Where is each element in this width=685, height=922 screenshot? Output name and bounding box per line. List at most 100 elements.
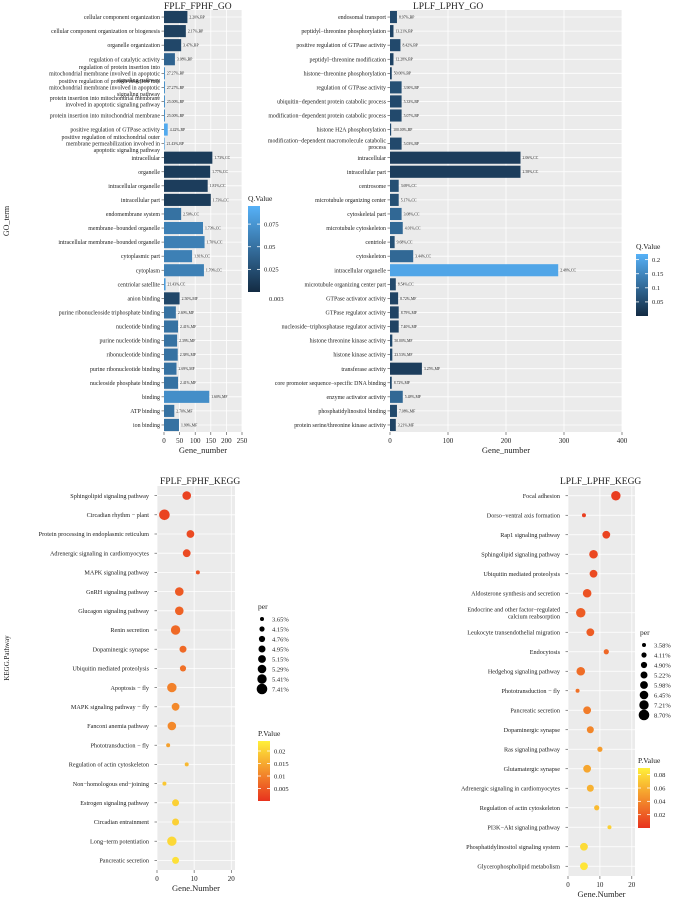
bar-data-label: 2.17%,BP — [188, 30, 203, 35]
chart-title: LPLF_LPHY_GO — [413, 2, 483, 12]
legend-title: P.Value — [638, 756, 661, 765]
category-label: positive regulation of protein insertion… — [49, 78, 160, 98]
category-label-line: MAPK signaling pathway — [84, 570, 150, 577]
size-legend-dot — [639, 700, 649, 710]
data-point — [170, 625, 181, 635]
category-label: intracellular membrane−bounded organelle — [58, 240, 160, 246]
category-label-line: GnRH signaling pathway — [86, 589, 150, 596]
category-label: Dopaminergic synapse — [93, 646, 150, 653]
bar — [390, 123, 392, 136]
category-label: Ubiquitin mediated proteolysis — [72, 666, 149, 673]
category-label-line: membrane−bounded organelle — [88, 226, 160, 232]
bar — [390, 348, 393, 361]
bar — [164, 390, 210, 403]
category-label: Dorso−ventral axis formation — [487, 512, 560, 519]
data-point — [195, 570, 200, 575]
category-label-line: cytoplasm — [136, 268, 161, 274]
category-label: MAPK signaling pathway − fly — [71, 704, 150, 711]
data-point — [583, 706, 592, 715]
category-label: Adrenergic signaling in cardiomyocytes — [50, 550, 150, 557]
bar-data-label: 8.72%,MF — [400, 297, 416, 302]
category-label: Regulation of actin cytoskeleton — [69, 762, 149, 769]
category-label-line: intracellular part — [121, 198, 160, 204]
category-label: histone H2A phosphorylation — [317, 128, 386, 134]
size-legend-label: 5.41% — [272, 676, 289, 683]
category-label: cytoskeleton — [356, 254, 386, 260]
x-tick-label: 10 — [596, 881, 604, 889]
bar-data-label: 1.60%,MF — [211, 395, 227, 400]
size-legend-dot — [258, 645, 266, 653]
data-point — [159, 509, 170, 521]
category-label-line: positive regulation of mitochondrial out… — [62, 134, 161, 141]
category-label-line: process — [368, 145, 386, 151]
x-tick-label: 50 — [176, 437, 184, 445]
category-label-line: Estrogen signaling pathway — [80, 800, 150, 807]
size-legend-label: 5.22% — [654, 672, 671, 679]
bar-data-label: 2.70%,MF — [176, 409, 192, 414]
category-label: regulation of catalytic activity — [89, 56, 160, 63]
chart-fpfh_go: 2.20%,BP 2.17%,BP 3.47%,BP 3.08%,BP 27.27%,B… — [2, 2, 279, 455]
bar-data-label: 25.00%,BP — [167, 114, 184, 119]
category-label: cellular component organization — [84, 15, 160, 21]
data-point — [179, 645, 187, 653]
bar — [164, 264, 204, 277]
category-label: Sphingolipid signaling pathway — [481, 551, 561, 558]
category-label-line: Protein processing in endoplasmic reticu… — [39, 531, 150, 538]
size-legend-label: 4.90% — [654, 662, 671, 669]
category-label: positive regulation of mitochondrial out… — [62, 134, 161, 154]
size-legend-label: 3.58% — [654, 642, 671, 649]
category-label-line: Phototransduction − fly — [91, 742, 150, 749]
bar — [164, 418, 179, 432]
data-point — [586, 784, 594, 792]
bar — [164, 10, 188, 24]
category-label-line: Sphingolipid signaling pathway — [481, 551, 561, 558]
bar — [164, 404, 175, 417]
bar — [390, 193, 399, 206]
bar — [164, 362, 177, 375]
category-label: Phosphatidylinositol signaling system — [466, 844, 560, 851]
category-label: ribonucleotide binding — [107, 353, 161, 359]
category-label-line: ribonucleotide binding — [107, 353, 161, 359]
x-tick-label: 0 — [162, 437, 166, 445]
bar — [390, 236, 395, 249]
category-label-line: Fanconi anemia pathway — [87, 723, 150, 730]
category-label-line: nucleoside−triphosphatase regulator acti… — [282, 325, 386, 331]
category-label: Endocytosis — [530, 649, 561, 656]
bar-data-label: 4.42%,BP — [170, 128, 185, 133]
bar-data-label: 2.58%,CC — [523, 170, 539, 175]
category-label-line: Pancreatic secretion — [99, 858, 149, 865]
category-label-line: ion binding — [133, 423, 160, 429]
category-label: binding — [142, 395, 160, 401]
x-tick-label: 20 — [628, 881, 636, 889]
category-label-line: Glutamatergic synapse — [504, 766, 561, 773]
legend-colorbar — [636, 254, 648, 316]
category-label-line: cellular component organization or bioge… — [51, 29, 161, 35]
category-label-line: Glucagon signaling pathway — [78, 608, 150, 615]
bar — [390, 81, 402, 94]
category-label-line: Regulation of actin cytoskeleton — [480, 805, 560, 812]
category-label-line: peptidyl−threonine modification — [310, 56, 387, 63]
bar — [164, 137, 165, 150]
category-label: nucleotide binding — [116, 325, 160, 331]
size-legend-dot — [258, 655, 266, 663]
category-label: peptidyl−threonine phosphorylation — [301, 29, 386, 35]
category-label-line: Glycerophospholipid metabolism — [477, 863, 560, 870]
category-label: Rap1 signaling pathway — [500, 532, 561, 539]
category-label: centrosome — [359, 184, 387, 190]
bar-data-label: 2.50%,MF — [182, 297, 198, 302]
size-legend-dot — [640, 681, 648, 689]
category-label: GTPase regulator activity — [325, 310, 386, 316]
bar — [164, 292, 180, 305]
legend-tick-label: 0.2 — [652, 257, 660, 264]
bar — [390, 10, 397, 24]
data-point — [576, 608, 586, 618]
size-legend-label: 4.76% — [272, 636, 289, 643]
category-label-line: intracellular part — [347, 170, 386, 176]
data-point — [611, 491, 621, 501]
bar-data-label: 2.20%,BP — [189, 15, 204, 20]
category-label-line: histone kinase activity — [333, 353, 386, 359]
legend-tick-label: 0.025 — [264, 267, 279, 274]
data-point — [581, 513, 586, 518]
chart-title: FPLF_FPHF_GO — [164, 2, 232, 12]
legend-title: Q.Value — [248, 194, 273, 203]
